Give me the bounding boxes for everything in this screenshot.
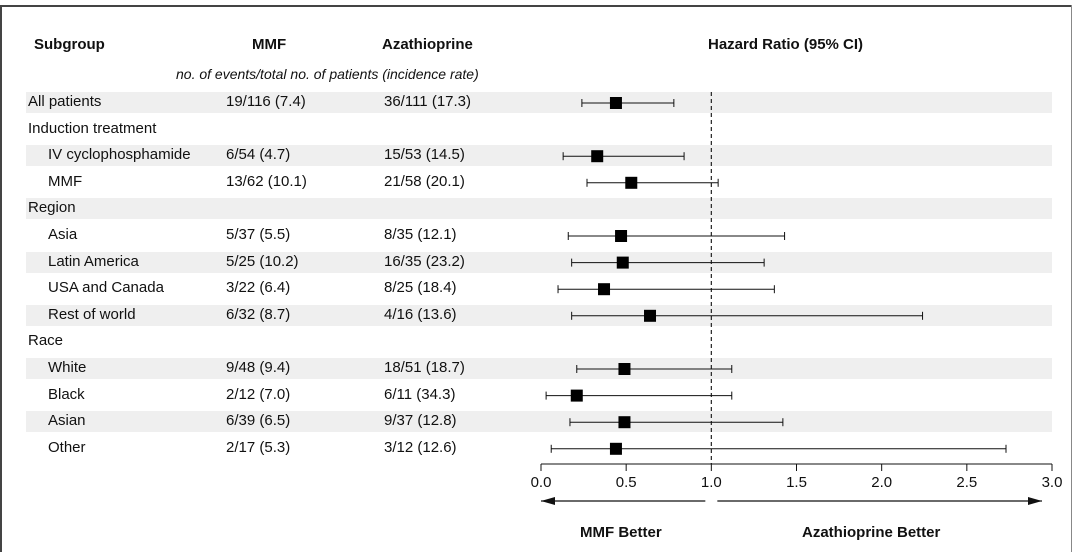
- table-row: Asia 5/37 (5.5) 8/35 (12.1): [26, 225, 1052, 246]
- table-row: Black 2/12 (7.0) 6/11 (34.3): [26, 385, 1052, 406]
- row-label: White: [48, 359, 87, 376]
- table-row: Induction treatment: [26, 119, 1052, 140]
- row-label: Induction treatment: [28, 119, 157, 137]
- mmf-events: 9/48 (9.4): [226, 359, 291, 376]
- azathioprine-events: 16/35 (23.2): [384, 252, 465, 270]
- table-row: Latin America 5/25 (10.2) 16/35 (23.2): [26, 251, 1052, 273]
- table-row: USA and Canada 3/22 (6.4) 8/25 (18.4): [26, 278, 1052, 299]
- x-tick-label: 0.5: [616, 474, 637, 491]
- hazard-ratio-marker: [615, 230, 628, 242]
- table-row: Race: [26, 331, 1052, 352]
- hazard-ratio-marker: [644, 309, 657, 322]
- row-label: Rest of world: [48, 305, 136, 323]
- x-tick-label: 0.0: [531, 474, 552, 491]
- mmf-events: 6/39 (6.5): [226, 412, 291, 430]
- hazard-ratio-marker: [609, 97, 622, 109]
- mmf-events: 5/25 (10.2): [226, 252, 299, 270]
- hazard-ratio-marker: [618, 363, 631, 375]
- row-label: Black: [48, 385, 85, 403]
- table-row: MMF 13/62 (10.1) 21/58 (20.1): [26, 172, 1052, 193]
- azathioprine-events: 36/111 (17.3): [384, 93, 472, 110]
- row-label: USA and Canada: [48, 279, 164, 297]
- table-row: Asian 6/39 (6.5) 9/37 (12.8): [26, 411, 1052, 433]
- azathioprine-events: 3/12 (12.6): [384, 438, 457, 456]
- table-row: White 9/48 (9.4) 18/51 (18.7): [26, 358, 1052, 379]
- azathioprine-events: 6/11 (34.3): [384, 385, 456, 403]
- azathioprine-events: 8/25 (18.4): [384, 279, 457, 297]
- table-row: IV cyclophosphamide 6/54 (4.7) 15/53 (14.5…: [26, 145, 1052, 167]
- hazard-ratio-marker: [625, 176, 638, 189]
- column-subheader: no. of events/total no. of patients (inc…: [176, 66, 479, 82]
- row-label: MMF: [48, 172, 83, 190]
- header-azathioprine: Azathioprine: [382, 36, 473, 53]
- row-label: Region: [28, 199, 76, 217]
- x-tick-label: 3.0: [1042, 474, 1063, 491]
- x-tick-label: 2.0: [871, 474, 892, 491]
- mmf-events: 6/54 (4.7): [226, 146, 291, 164]
- x-tick-label: 1.5: [786, 474, 807, 491]
- row-label: Asia: [48, 226, 78, 243]
- left-favors-label: MMF Better: [580, 524, 662, 541]
- left-rule: [0, 5, 2, 552]
- top-rule: [0, 5, 1072, 7]
- table-row: Other 2/17 (5.3) 3/12 (12.6): [26, 438, 1052, 459]
- left-arrow-head: [541, 497, 555, 505]
- row-label: Race: [28, 332, 64, 350]
- row-label: Latin America: [48, 252, 139, 270]
- table-row: Region: [26, 198, 1052, 220]
- header-mmf: MMF: [252, 36, 287, 53]
- hazard-ratio-marker: [598, 283, 611, 296]
- mmf-events: 2/17 (5.3): [226, 438, 291, 456]
- hazard-ratio-marker: [609, 442, 622, 455]
- hazard-ratio-marker: [591, 150, 604, 163]
- mmf-events: 13/62 (10.1): [226, 172, 307, 190]
- azathioprine-events: 21/58 (20.1): [384, 172, 465, 190]
- row-label: Other: [48, 438, 86, 456]
- mmf-events: 5/37 (5.5): [226, 226, 291, 243]
- row-label: Asian: [48, 412, 86, 430]
- hazard-ratio-marker: [616, 256, 629, 269]
- mmf-events: 6/32 (8.7): [226, 305, 291, 323]
- mmf-events: 3/22 (6.4): [226, 279, 291, 297]
- mmf-events: 19/116 (7.4): [226, 93, 306, 110]
- hazard-ratio-marker: [618, 416, 631, 429]
- azathioprine-events: 15/53 (14.5): [384, 146, 465, 164]
- header-subgroup: Subgroup: [34, 36, 105, 53]
- x-tick-label: 2.5: [956, 474, 977, 491]
- hazard-ratio-marker: [570, 389, 583, 402]
- azathioprine-events: 8/35 (12.1): [384, 226, 457, 243]
- row-label: All patients: [28, 93, 102, 110]
- azathioprine-events: 4/16 (13.6): [384, 305, 457, 323]
- header-hazard-ratio: Hazard Ratio (95% CI): [708, 36, 864, 53]
- mmf-events: 2/12 (7.0): [226, 385, 291, 403]
- row-label: IV cyclophosphamide: [48, 146, 191, 164]
- table-row: All patients 19/116 (7.4) 36/111 (17.3): [26, 92, 1052, 113]
- right-favors-label: Azathioprine Better: [802, 524, 941, 541]
- azathioprine-events: 18/51 (18.7): [384, 359, 465, 376]
- azathioprine-events: 9/37 (12.8): [384, 412, 457, 430]
- x-tick-label: 1.0: [701, 474, 722, 491]
- right-arrow-head: [1028, 497, 1042, 505]
- table-row: Rest of world 6/32 (8.7) 4/16 (13.6): [26, 304, 1052, 326]
